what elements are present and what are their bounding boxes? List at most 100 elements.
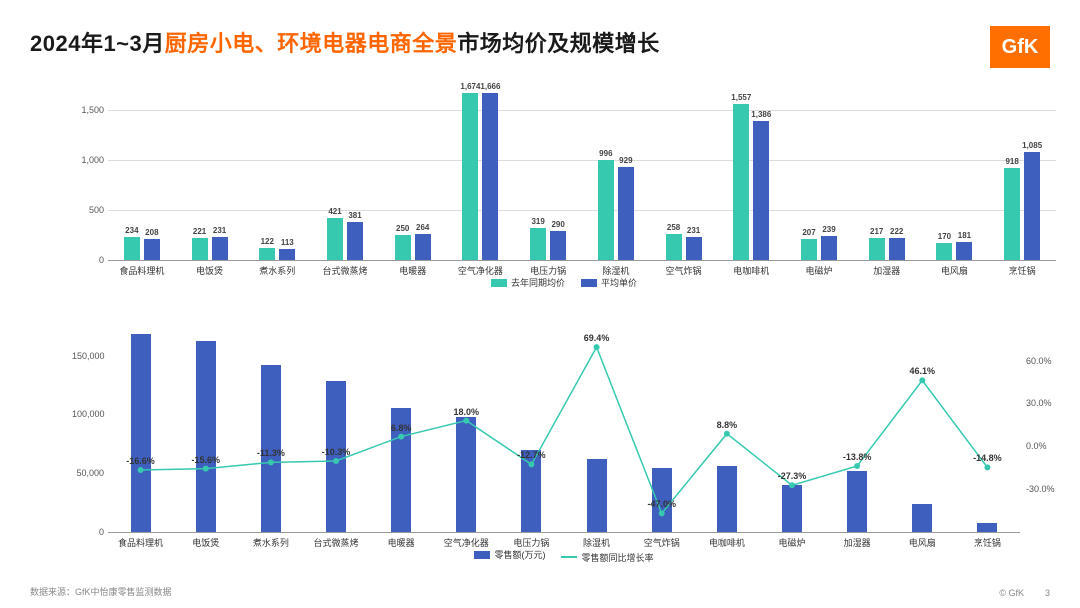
page-title: 2024年1~3月厨房小电、环境电器电商全景市场均价及规模增长 [30,26,660,58]
bar-value-label: 222 [890,227,903,236]
title-suffix: 市场均价及规模增长 [457,31,660,56]
line-value-label: -15.6% [191,455,220,465]
line-value-label: -47.0% [647,499,676,509]
bar [327,218,343,260]
bar-value-label: 181 [958,231,971,240]
y-axis-right-label: -30.0% [1026,484,1066,494]
data-source: 数据来源：GfK中怡康零售监测数据 [30,585,172,598]
bar-value-label: 929 [619,156,632,165]
bar [889,238,905,260]
bar-value-label: 421 [328,207,341,216]
gridline [108,210,1056,211]
bar [530,228,546,260]
bar [753,121,769,260]
bar-value-label: 122 [261,237,274,246]
legend-item: 平均单价 [581,276,637,289]
bar [686,237,702,260]
legend-item: 去年同期均价 [491,276,565,289]
line-value-label: -14.8% [973,453,1002,463]
gridline [108,260,1056,261]
bar-value-label: 221 [193,227,206,236]
bar-value-label: 1,557 [731,93,751,102]
y-axis-label: 1,000 [72,155,104,165]
chart-avg-price: 05001,0001,500食品料理机234208电饭煲221231煮水系列12… [72,72,1056,292]
bar [936,243,952,260]
bar [821,236,837,260]
bar-value-label: 217 [870,227,883,236]
bar-value-label: 250 [396,224,409,233]
line-value-label: 8.8% [717,420,738,430]
bar [144,239,160,260]
bar-value-label: 1,085 [1022,141,1042,150]
y-axis-left-label: 150,000 [72,351,104,361]
title-prefix: 2024年1~3月 [30,31,165,56]
legend-item: 零售额同比增长率 [561,551,653,564]
bar-value-label: 290 [551,220,564,229]
bar [395,235,411,260]
line-value-label: 69.4% [584,333,610,343]
legend-swatch [581,279,597,287]
line-value-label: 18.0% [454,407,480,417]
legend-item: 零售额(万元) [474,548,545,561]
legend-swatch [491,279,507,287]
slide: { "title_prefix": "2024年1~3月", "title_ac… [0,0,1080,608]
chart-avg-price-plot: 05001,0001,500食品料理机234208电饭煲221231煮水系列12… [108,80,1056,260]
y-axis-label: 500 [72,205,104,215]
line-value-label: -13.8% [843,452,872,462]
copyright: © GfK [999,588,1024,598]
growth-line [108,332,1020,532]
bar-value-label: 113 [281,238,294,247]
line-value-label: 46.1% [910,366,936,376]
bar-value-label: 239 [822,225,835,234]
bar [279,249,295,260]
bar [666,234,682,260]
chart-sales-growth-legend: 零售额(万元) 零售额同比增长率 [72,548,1056,564]
bar [462,93,478,260]
gridline [108,532,1020,533]
bar-value-label: 170 [938,232,951,241]
bar [212,237,228,260]
bar [1004,168,1020,260]
legend-swatch [474,551,490,559]
bar [550,231,566,260]
bar-value-label: 264 [416,223,429,232]
bar [733,104,749,260]
bar [618,167,634,260]
line-value-label: -11.3% [257,448,285,458]
chart-sales-growth: 050,000100,000150,000-30.0%0.0%30.0%60.0… [72,326,1056,566]
y-axis-right-label: 30.0% [1026,398,1066,408]
y-axis-label: 0 [72,255,104,265]
y-axis-left-label: 100,000 [72,409,104,419]
y-axis-left-label: 0 [72,527,104,537]
chart-sales-growth-plot: 050,000100,000150,000-30.0%0.0%30.0%60.0… [108,332,1020,532]
bar-value-label: 1,666 [480,82,500,91]
bar-value-label: 234 [125,226,138,235]
gridline [108,160,1056,161]
gridline [108,110,1056,111]
legend-label: 零售额(万元) [494,548,545,561]
bar-value-label: 381 [348,211,361,220]
bar-value-label: 258 [667,223,680,232]
legend-swatch [561,556,577,558]
chart-avg-price-legend: 去年同期均价 平均单价 [72,276,1056,289]
bar-value-label: 231 [687,226,700,235]
line-value-label: -27.3% [778,471,807,481]
bar [192,238,208,260]
bar [801,239,817,260]
title-accent: 厨房小电、环境电器电商全景 [165,31,458,56]
legend-label: 平均单价 [601,276,637,289]
y-axis-left-label: 50,000 [72,468,104,478]
gfk-logo: GfK [990,26,1050,68]
bar-value-label: 918 [1005,157,1018,166]
line-value-label: -12.7% [517,450,546,460]
y-axis-right-label: 60.0% [1026,356,1066,366]
line-value-label: -16.6% [126,456,155,466]
bar [124,237,140,260]
bar-value-label: 1,386 [751,110,771,119]
bar-value-label: 1,674 [460,82,480,91]
bar-value-label: 319 [531,217,544,226]
bar [415,234,431,260]
legend-label: 零售额同比增长率 [581,551,653,564]
bar-value-label: 207 [802,228,815,237]
y-axis-right-label: 0.0% [1026,441,1066,451]
